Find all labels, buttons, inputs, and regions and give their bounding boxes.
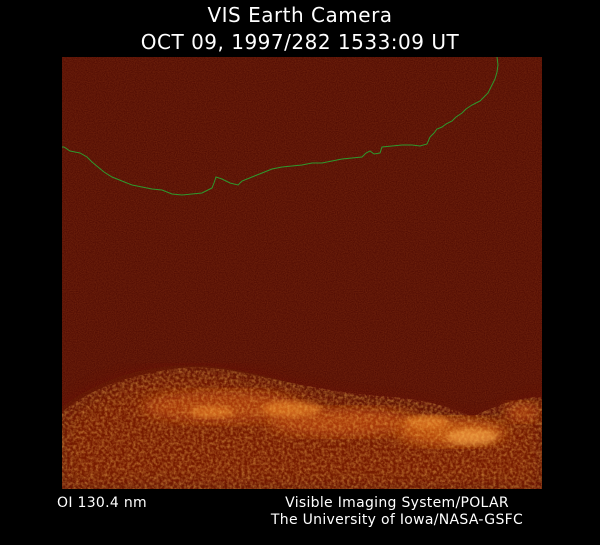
credit-institution: The University of Iowa/NASA-GSFC <box>270 512 524 528</box>
auroral-image-svg <box>62 57 542 489</box>
image-title: VIS Earth Camera <box>207 3 393 27</box>
image-timestamp: OCT 09, 1997/282 1533:09 UT <box>140 30 460 54</box>
credit-block: Visible Imaging System/POLAR The Univers… <box>252 495 542 529</box>
title-block: VIS Earth Camera OCT 09, 1997/282 1533:0… <box>0 2 600 56</box>
coastline-outline <box>62 57 499 196</box>
earth-camera-image <box>62 57 542 489</box>
filter-wavelength-label: OI 130.4 nm <box>57 495 147 511</box>
credit-instrument: Visible Imaging System/POLAR <box>285 495 509 511</box>
